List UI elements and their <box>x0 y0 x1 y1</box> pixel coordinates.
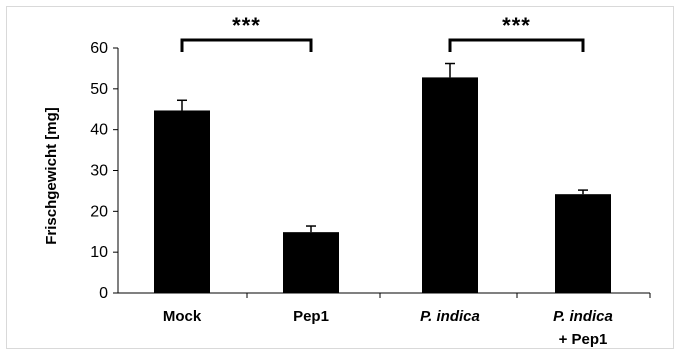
y-axis-label: Frischgewicht [mg] <box>43 107 60 245</box>
bar-3 <box>555 194 611 293</box>
y-tick-label: 60 <box>90 40 108 57</box>
bar-1 <box>283 232 339 293</box>
x-category-label: Mock <box>163 308 202 325</box>
bar-0 <box>154 110 210 293</box>
y-tick-label: 20 <box>90 203 108 220</box>
y-tick-label: 50 <box>90 81 108 98</box>
significance-bracket <box>180 38 313 52</box>
y-tick-label: 10 <box>90 244 108 261</box>
significance-label: *** <box>502 13 531 38</box>
x-category-label-line2: + Pep1 <box>559 331 608 348</box>
x-category-label: P. indica <box>553 308 613 325</box>
x-category-label: P. indica <box>420 308 480 325</box>
significance-label: *** <box>232 13 261 38</box>
x-category-label: Pep1 <box>293 308 329 325</box>
bar-2 <box>422 77 478 294</box>
y-tick-label: 30 <box>90 163 108 180</box>
y-tick-label: 0 <box>99 285 108 302</box>
y-tick-label: 40 <box>90 122 108 139</box>
significance-bracket <box>448 38 585 52</box>
